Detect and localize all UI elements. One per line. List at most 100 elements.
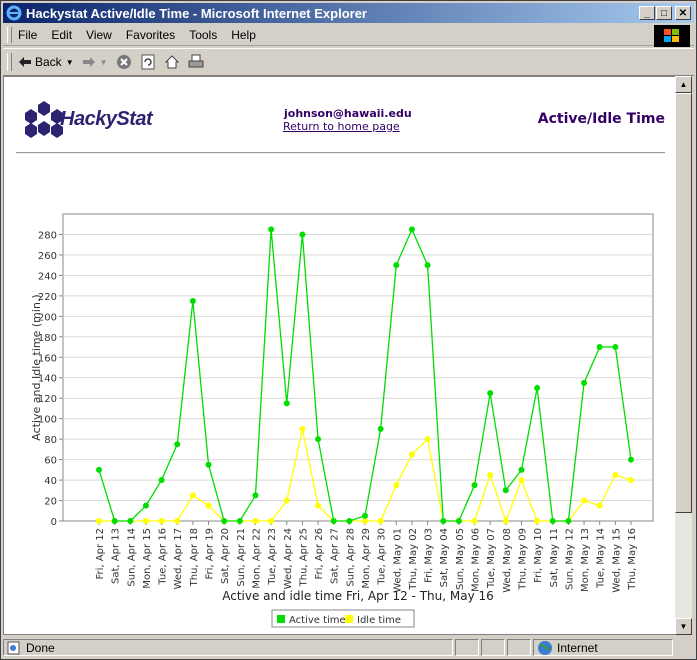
y-tick-label: 160: [38, 353, 57, 364]
data-point: [596, 502, 603, 509]
x-tick-label: Mon, May 06: [471, 528, 482, 592]
data-point: [205, 502, 212, 509]
stop-button[interactable]: [116, 54, 132, 70]
print-button[interactable]: [188, 54, 204, 70]
back-button[interactable]: Back ▼: [18, 55, 74, 69]
data-point: [502, 518, 509, 524]
menu-edit[interactable]: Edit: [51, 28, 73, 42]
menu-view[interactable]: View: [86, 28, 112, 42]
data-point: [252, 492, 259, 499]
data-point: [534, 384, 541, 391]
data-point: [221, 518, 228, 524]
data-point: [518, 466, 525, 473]
minimize-button[interactable]: _: [639, 6, 655, 20]
data-point: [393, 262, 400, 269]
back-dropdown-icon[interactable]: ▼: [65, 57, 74, 67]
data-point: [487, 471, 494, 478]
x-tick-label: Fri, Apr 19: [205, 528, 216, 579]
status-bar: Done Internet: [3, 638, 694, 658]
data-point: [596, 344, 603, 351]
menu-help[interactable]: Help: [231, 28, 256, 42]
y-tick-label: 140: [38, 374, 57, 385]
x-tick-label: Wed, Apr 24: [283, 528, 294, 589]
data-point: [158, 477, 165, 484]
scroll-thumb[interactable]: [675, 93, 692, 513]
x-tick-label: Tue, May 14: [596, 528, 607, 589]
plot-area: [62, 213, 654, 522]
data-point: [471, 518, 478, 524]
refresh-button[interactable]: [140, 54, 156, 70]
data-point: [393, 482, 400, 489]
legend-label: Active time: [289, 615, 346, 626]
status-pane-3: [507, 639, 531, 656]
divider: [16, 152, 665, 154]
active-idle-chart: 0 20 40 60 80 100 120 140 160 180 200 220 240 260 280 F…: [30, 213, 654, 628]
menu-grip[interactable]: [7, 27, 12, 43]
data-point: [174, 441, 181, 448]
home-page-link[interactable]: Return to home page: [283, 120, 400, 133]
data-point: [424, 436, 431, 443]
menu-favorites[interactable]: Favorites: [125, 28, 176, 42]
data-point: [408, 226, 415, 233]
data-point: [96, 518, 102, 524]
maximize-button[interactable]: □: [656, 6, 672, 20]
scroll-up-icon[interactable]: ▲: [675, 76, 692, 93]
x-tick-label: Sun, Apr 21: [236, 528, 247, 587]
y-tick-label: 80: [44, 435, 57, 446]
status-main: Done: [3, 639, 453, 656]
data-point: [346, 518, 353, 524]
data-point: [534, 518, 541, 524]
back-label: Back: [35, 55, 62, 69]
data-point: [612, 471, 619, 478]
hackystat-logo-icon: [25, 101, 63, 138]
x-tick-label: Sat, Apr 27: [330, 528, 341, 584]
forward-dropdown-icon[interactable]: ▼: [99, 57, 108, 67]
data-point: [174, 518, 181, 524]
x-tick-label: Thu, Apr 25: [298, 528, 309, 587]
legend-label: Idle time: [357, 615, 401, 626]
data-point: [142, 518, 149, 524]
user-email: johnson@hawaii.edu: [284, 107, 412, 120]
data-point: [581, 379, 588, 386]
scroll-down-icon[interactable]: ▼: [675, 618, 692, 635]
x-tick-label: Sun, May 12: [564, 528, 575, 590]
x-axis-label: Active and idle time Fri, Apr 12 - Thu, …: [222, 589, 494, 603]
data-point: [315, 502, 322, 509]
x-tick-label: Sat, Apr 20: [220, 528, 231, 584]
data-point: [549, 518, 556, 524]
menu-file[interactable]: File: [18, 28, 38, 42]
toolbar-grip[interactable]: [7, 53, 12, 71]
x-tick-label: Fri, Apr 26: [314, 528, 325, 579]
home-button[interactable]: [164, 54, 180, 70]
legend-swatch: [277, 615, 285, 623]
menu-tools[interactable]: Tools: [189, 28, 218, 42]
data-point: [581, 497, 588, 504]
x-tick-label: Mon, Apr 15: [142, 528, 153, 589]
x-tick-label: Wed, May 08: [502, 528, 513, 593]
y-tick-label: 60: [44, 456, 57, 467]
close-button[interactable]: ✕: [675, 6, 691, 20]
x-tick-label: Fri, Apr 12: [95, 528, 106, 579]
data-point: [96, 466, 102, 473]
back-arrow-icon: [19, 57, 31, 67]
x-tick-label: Fri, May 03: [424, 528, 435, 583]
vertical-scrollbar[interactable]: ▲ ▼: [675, 76, 692, 635]
forward-button[interactable]: ▼: [82, 56, 108, 68]
logo-text: HackyStat: [60, 107, 153, 130]
x-tick-label: Sun, Apr 28: [345, 528, 356, 587]
printer-icon: [188, 54, 204, 68]
home-icon: [164, 55, 179, 69]
resize-grip-icon[interactable]: [675, 639, 694, 656]
windows-logo-icon: [654, 25, 690, 47]
data-point: [362, 512, 368, 519]
title-bar[interactable]: Hackystat Active/Idle Time - Microsoft I…: [3, 3, 694, 23]
data-point: [189, 492, 196, 499]
data-point: [612, 344, 619, 351]
y-tick-label: 240: [38, 271, 57, 282]
y-tick-label: 220: [38, 292, 57, 303]
x-tick-label: Thu, May 16: [627, 528, 638, 591]
page-done-icon: [7, 641, 20, 654]
stop-icon: [116, 55, 131, 69]
data-point: [189, 297, 196, 304]
x-tick-label: Sat, Apr 13: [111, 528, 122, 584]
